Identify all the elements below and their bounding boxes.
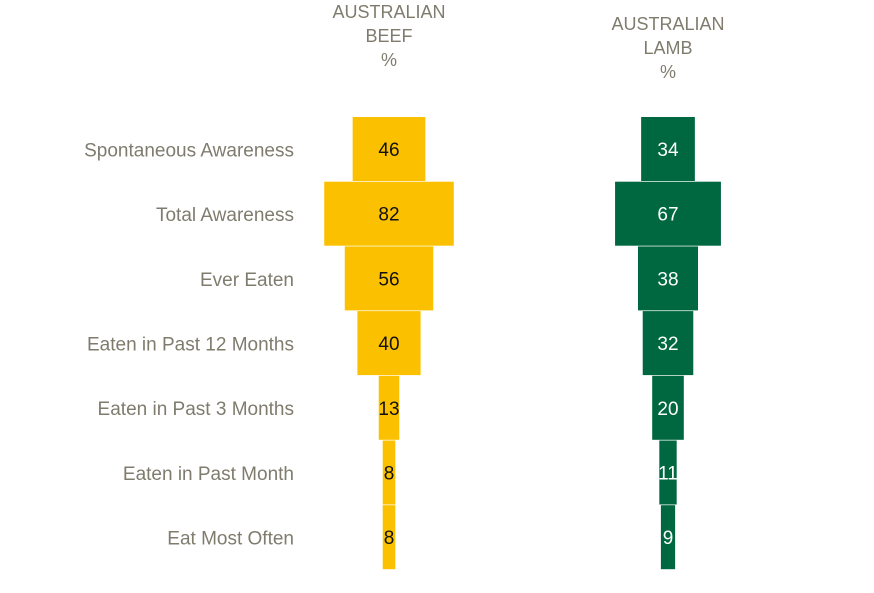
bar: [344, 246, 434, 311]
value-label: 56: [378, 269, 399, 290]
value-label: 46: [378, 140, 399, 161]
category-label: Spontaneous Awareness: [84, 140, 294, 161]
category-label: Eat Most Often: [167, 529, 294, 550]
bar: [324, 181, 454, 246]
category-label: Eaten in Past 12 Months: [87, 334, 294, 355]
value-label: 20: [657, 399, 678, 420]
bar: [382, 505, 396, 570]
series-title-line: AUSTRALIAN: [332, 2, 445, 22]
series-title-line: %: [660, 62, 676, 82]
value-label: 67: [657, 205, 678, 226]
bar: [652, 375, 684, 440]
bar: [637, 246, 699, 311]
bar: [659, 440, 677, 505]
series-title-line: AUSTRALIAN: [611, 14, 724, 34]
value-label: 38: [657, 269, 678, 290]
bar: [357, 311, 421, 376]
value-label: 40: [378, 334, 399, 355]
bar: [660, 505, 676, 570]
bar: [378, 375, 400, 440]
series-title-line: LAMB: [643, 38, 692, 58]
value-label: 11: [658, 464, 678, 485]
value-label: 13: [378, 399, 399, 420]
value-label: 8: [384, 464, 395, 485]
value-label: 34: [657, 140, 679, 161]
bar: [352, 117, 426, 181]
category-label: Total Awareness: [156, 205, 294, 226]
category-label: Eaten in Past Month: [123, 464, 294, 485]
value-label: 82: [378, 205, 399, 226]
value-label: 8: [384, 528, 395, 549]
value-label: 32: [657, 334, 678, 355]
lamb-series: AUSTRALIAN LAMB% 34 67 38 32 20 11 9: [611, 14, 725, 570]
series-title-line: %: [381, 50, 397, 70]
category-labels: Spontaneous Awareness Total Awareness Ever…: [84, 140, 294, 549]
category-label: Eaten in Past 3 Months: [98, 399, 294, 420]
bar: [642, 311, 694, 376]
category-label: Ever Eaten: [200, 270, 294, 291]
beef-series: AUSTRALIAN BEEF% 46 82 56 40 13 8 8: [324, 2, 454, 570]
bar: [615, 181, 721, 246]
bar: [382, 440, 396, 505]
value-label: 9: [663, 528, 674, 549]
bar: [641, 117, 695, 181]
series-title-line: BEEF: [365, 26, 412, 46]
